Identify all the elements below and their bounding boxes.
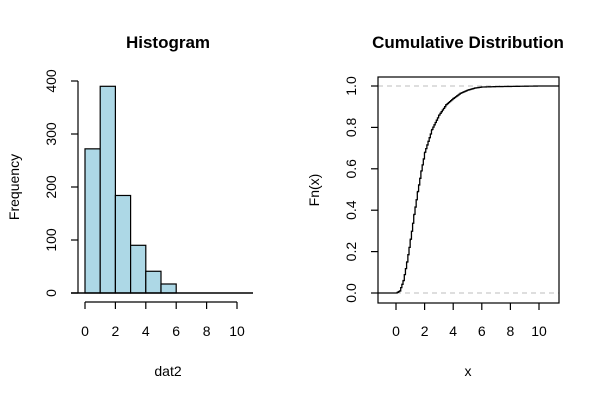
ecdf-y-tick-label: 0.2 bbox=[343, 242, 359, 262]
ecdf-x-label: x bbox=[465, 363, 472, 379]
histogram-x-tick-label: 4 bbox=[142, 323, 150, 339]
histogram-y-tick-label: 300 bbox=[43, 122, 59, 146]
ecdf-x-axis: 0 2 4 6 8 10 bbox=[392, 303, 547, 339]
histogram-bars bbox=[84, 85, 177, 294]
histogram-y-axis: 0 100 200 300 400 bbox=[43, 69, 79, 297]
ecdf-y-tick-label: 0.0 bbox=[343, 283, 359, 303]
histogram-x-tick-label: 6 bbox=[172, 323, 180, 339]
histogram-y-tick-label: 200 bbox=[43, 175, 59, 199]
ecdf-x-tick-label: 0 bbox=[392, 323, 400, 339]
ecdf-y-tick-label: 1.0 bbox=[343, 76, 359, 96]
ecdf-y-tick-label: 0.8 bbox=[343, 117, 359, 137]
histogram-bar bbox=[160, 283, 177, 294]
histogram-x-tick-label: 8 bbox=[203, 323, 211, 339]
histogram-y-tick-label: 400 bbox=[43, 69, 59, 93]
histogram-x-tick-label: 10 bbox=[229, 323, 245, 339]
histogram-bar bbox=[114, 194, 132, 294]
histogram-bar bbox=[145, 270, 162, 294]
ecdf-step-line bbox=[378, 85, 559, 294]
histogram-y-tick-label: 100 bbox=[43, 228, 59, 252]
ecdf-x-tick-label: 10 bbox=[531, 323, 547, 339]
histogram-x-axis: 0 2 4 6 8 10 bbox=[81, 301, 245, 339]
ecdf-x-tick-label: 4 bbox=[449, 323, 457, 339]
ecdf-x-tick-label: 2 bbox=[421, 323, 429, 339]
ecdf-plot-box bbox=[377, 76, 560, 304]
ecdf-reference-lines bbox=[378, 85, 559, 294]
histogram-panel: Histogram 0 100 200 300 400 0 2 4 6 8 10 dat2 Fre… bbox=[6, 33, 253, 379]
histogram-y-tick-label: 0 bbox=[43, 289, 59, 297]
histogram-x-label: dat2 bbox=[154, 363, 181, 379]
ecdf-y-axis: 0.0 0.2 0.4 0.6 0.8 1.0 bbox=[343, 76, 378, 303]
ecdf-y-tick-label: 0.4 bbox=[343, 200, 359, 220]
ecdf-x-tick-label: 6 bbox=[478, 323, 486, 339]
ecdf-title: Cumulative Distribution bbox=[372, 33, 564, 52]
histogram-x-tick-label: 0 bbox=[81, 323, 89, 339]
histogram-title: Histogram bbox=[126, 33, 210, 52]
histogram-bar bbox=[130, 244, 147, 294]
histogram-x-tick-label: 2 bbox=[112, 323, 120, 339]
ecdf-y-label: Fn(x) bbox=[306, 174, 322, 207]
histogram-bar bbox=[99, 85, 116, 294]
ecdf-y-tick-label: 0.6 bbox=[343, 159, 359, 179]
histogram-bar bbox=[84, 148, 101, 294]
ecdf-panel: Cumulative Distribution 0.0 0.2 0.4 0.6 0.8 1… bbox=[306, 33, 564, 379]
ecdf-x-tick-label: 8 bbox=[507, 323, 515, 339]
histogram-y-label: Frequency bbox=[6, 154, 22, 220]
